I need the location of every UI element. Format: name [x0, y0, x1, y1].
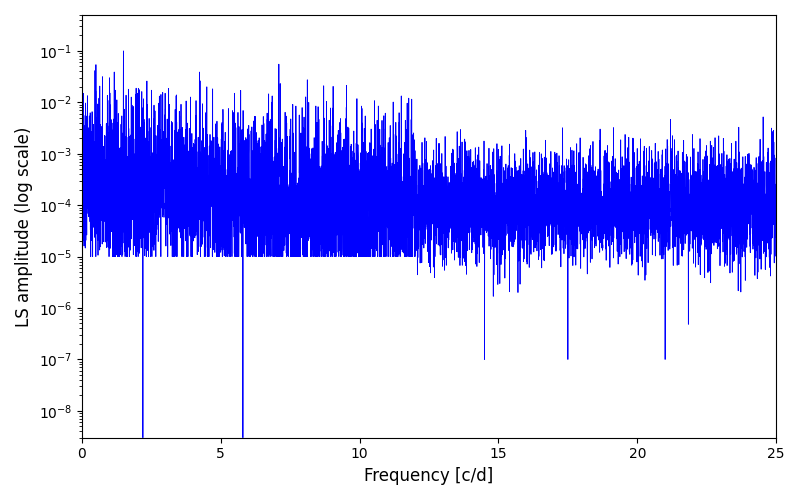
X-axis label: Frequency [c/d]: Frequency [c/d] [364, 467, 494, 485]
Y-axis label: LS amplitude (log scale): LS amplitude (log scale) [15, 126, 33, 326]
